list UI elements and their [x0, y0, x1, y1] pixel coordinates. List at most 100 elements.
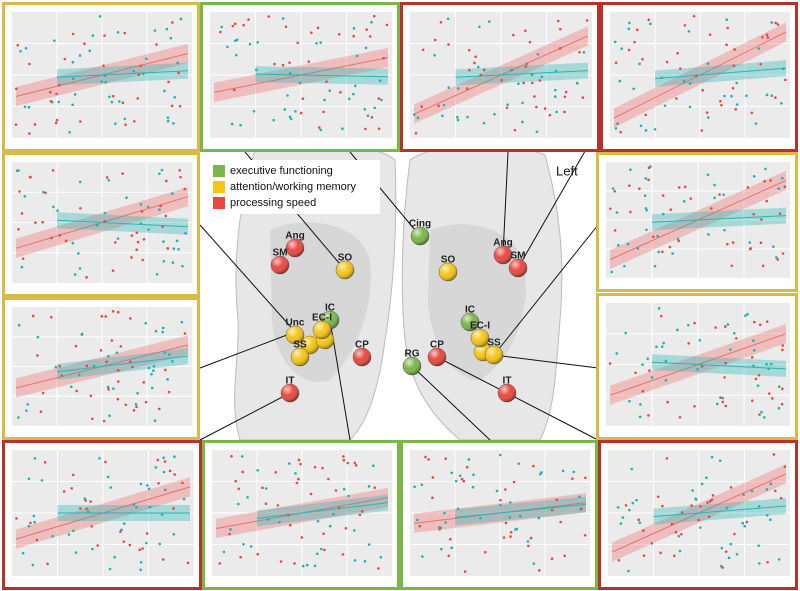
scatter-dot	[103, 74, 107, 77]
scatter-dot	[752, 348, 756, 352]
scatter-dot	[85, 364, 89, 368]
scatter-dot	[71, 60, 75, 64]
scatter-dot	[152, 369, 155, 373]
scatter-dot	[77, 252, 80, 255]
scatter-dot	[278, 520, 281, 524]
scatter-dot	[288, 72, 292, 75]
scatter-dot	[114, 122, 117, 125]
scatter-dot	[418, 524, 422, 528]
node-label: EC-I	[312, 313, 332, 324]
scatter-dot	[698, 339, 702, 342]
scatter-dot	[630, 467, 634, 471]
scatter-dot	[150, 386, 154, 390]
scatter-dot	[309, 492, 313, 496]
scatter-dot	[382, 56, 385, 60]
scatter-dot	[614, 61, 618, 65]
scatter-dot	[58, 234, 62, 237]
scatter-dot	[412, 113, 416, 116]
scatter-dot	[624, 504, 628, 507]
scatter-dot	[775, 256, 778, 259]
scatter-dot	[69, 385, 73, 389]
scatter-dot	[641, 57, 644, 61]
scatter-dot	[256, 468, 260, 472]
scatter-dot	[627, 569, 630, 573]
scatter-dot	[767, 392, 771, 395]
scatter-dot	[650, 376, 654, 379]
scatter-dot	[56, 209, 59, 212]
scatter-dot	[135, 231, 139, 234]
scatter-dot	[745, 94, 748, 98]
scatter-dot	[692, 14, 696, 18]
scatter-dot	[543, 107, 547, 110]
scatter-dot	[286, 94, 289, 97]
scatter-dot	[377, 97, 381, 100]
legend-swatch	[213, 165, 225, 177]
scatter-dot	[106, 385, 110, 389]
scatter-dot	[337, 506, 341, 510]
scatter-dot	[776, 258, 780, 261]
scatter-dot	[229, 528, 232, 531]
scatter-dot	[663, 104, 667, 107]
scatter-dot	[659, 551, 662, 555]
scatter-dot	[163, 488, 167, 492]
scatter-dot	[510, 68, 514, 72]
scatter-dot	[764, 167, 767, 171]
scatter-dot	[752, 212, 755, 216]
scatter-dot	[166, 116, 170, 119]
scatter-dot	[446, 17, 450, 21]
scatter-dot	[752, 339, 755, 343]
scatter-dot	[129, 317, 132, 320]
scatter-dot	[284, 25, 288, 29]
scatter-dot	[179, 17, 183, 21]
scatter-dot	[765, 93, 769, 97]
scatter-dot	[310, 31, 313, 35]
scatter-dot	[720, 546, 724, 550]
scatter-dot	[619, 522, 623, 525]
scatter-dot	[274, 471, 277, 474]
scatter-dot	[726, 323, 730, 326]
scatter-dot	[697, 518, 701, 522]
scatter-dot	[473, 61, 476, 65]
scatter-dot	[750, 356, 754, 359]
node-label: Cing	[409, 219, 431, 230]
scatter-dot	[437, 104, 440, 108]
scatter-dot	[447, 554, 451, 558]
scatter-dot	[98, 15, 102, 18]
scatter-dot	[342, 455, 345, 458]
scatter-dot	[102, 419, 106, 423]
scatter-dot	[305, 563, 309, 567]
scatter-dot	[783, 185, 787, 188]
scatter-dot	[138, 548, 142, 552]
scatter-dot	[706, 173, 710, 177]
scatter-dot	[439, 20, 443, 24]
scatter-dot	[650, 542, 654, 545]
scatter-dot	[647, 18, 651, 22]
node-shine	[301, 336, 319, 354]
scatter-dot	[555, 110, 558, 114]
scatter-dot	[33, 457, 37, 460]
scatter-dot	[777, 385, 781, 389]
scatter-dot	[51, 534, 54, 538]
scatter-dot	[123, 31, 127, 35]
scatter-dot	[300, 536, 304, 539]
scatter-dot	[522, 81, 525, 85]
scatter-dot	[509, 501, 512, 504]
scatter-dot	[483, 550, 487, 554]
scatter-dot	[71, 32, 75, 36]
scatter-dot	[719, 99, 722, 103]
scatter-dot	[456, 115, 459, 119]
node-label: SO	[441, 255, 456, 266]
scatter-dot	[297, 477, 300, 481]
scatter-dot	[443, 511, 446, 515]
scatter-dot	[695, 74, 698, 78]
scatter-dot	[705, 111, 709, 114]
scatter-dot	[74, 344, 78, 348]
scatter-dot	[128, 360, 132, 364]
scatter-dot	[176, 61, 179, 65]
scatter-dot	[135, 506, 138, 509]
scatter-dot	[613, 40, 617, 44]
scatter-dot	[750, 111, 754, 115]
scatter-dot	[701, 88, 704, 92]
scatter-dot	[583, 534, 587, 537]
scatter-dot	[517, 82, 520, 85]
